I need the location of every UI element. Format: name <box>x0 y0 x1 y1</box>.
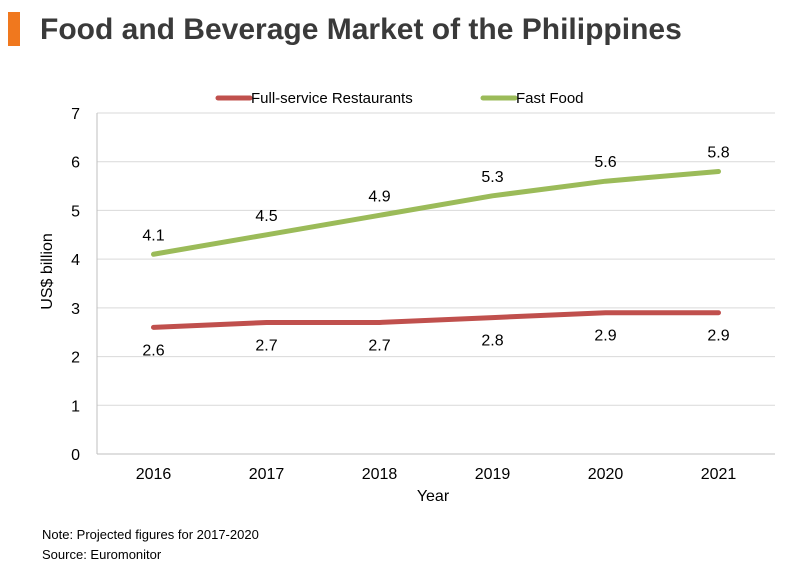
x-tick-label: 2021 <box>701 466 737 483</box>
data-label: 2.8 <box>481 333 503 350</box>
y-tick-label: 4 <box>71 252 80 269</box>
y-tick-label: 0 <box>71 447 80 464</box>
data-label: 2.9 <box>707 328 729 345</box>
data-label: 2.6 <box>142 342 164 359</box>
note-text: Note: Projected figures for 2017-2020 <box>42 527 259 542</box>
y-tick-label: 1 <box>71 398 80 415</box>
page-title: Food and Beverage Market of the Philippi… <box>40 13 682 46</box>
data-label: 2.7 <box>255 337 277 354</box>
y-tick-label: 7 <box>71 106 80 123</box>
series-line-full-service <box>151 310 721 330</box>
data-label: 5.8 <box>707 144 729 161</box>
data-label: 2.7 <box>368 337 390 354</box>
data-label: 2.9 <box>594 328 616 345</box>
x-axis-label: Year <box>417 488 450 505</box>
x-tick-label: 2018 <box>362 466 398 483</box>
y-tick-label: 6 <box>71 155 80 172</box>
data-label: 4.9 <box>368 188 390 205</box>
line-chart: 0 1 2 3 4 5 6 7 2016 2017 2018 2019 2020 2021 Year US$ … <box>39 90 775 505</box>
y-axis-label: US$ billion <box>39 233 56 309</box>
x-tick-label: 2016 <box>136 466 172 483</box>
x-tick-label: 2019 <box>475 466 511 483</box>
y-tick-label: 3 <box>71 301 80 318</box>
series-line-fast-food <box>151 168 721 257</box>
y-tick-label: 5 <box>71 203 80 220</box>
data-label: 5.6 <box>594 154 616 171</box>
legend-label: Full-service Restaurants <box>251 90 413 107</box>
x-tick-label: 2017 <box>249 466 285 483</box>
data-label: 4.5 <box>255 208 277 225</box>
y-tick-label: 2 <box>71 350 80 367</box>
source-text: Source: Euromonitor <box>42 547 162 562</box>
data-label: 4.1 <box>142 227 164 244</box>
x-tick-label: 2020 <box>588 466 624 483</box>
title-accent-bar <box>8 12 20 46</box>
legend-label: Fast Food <box>516 90 584 107</box>
data-label: 5.3 <box>481 169 503 186</box>
